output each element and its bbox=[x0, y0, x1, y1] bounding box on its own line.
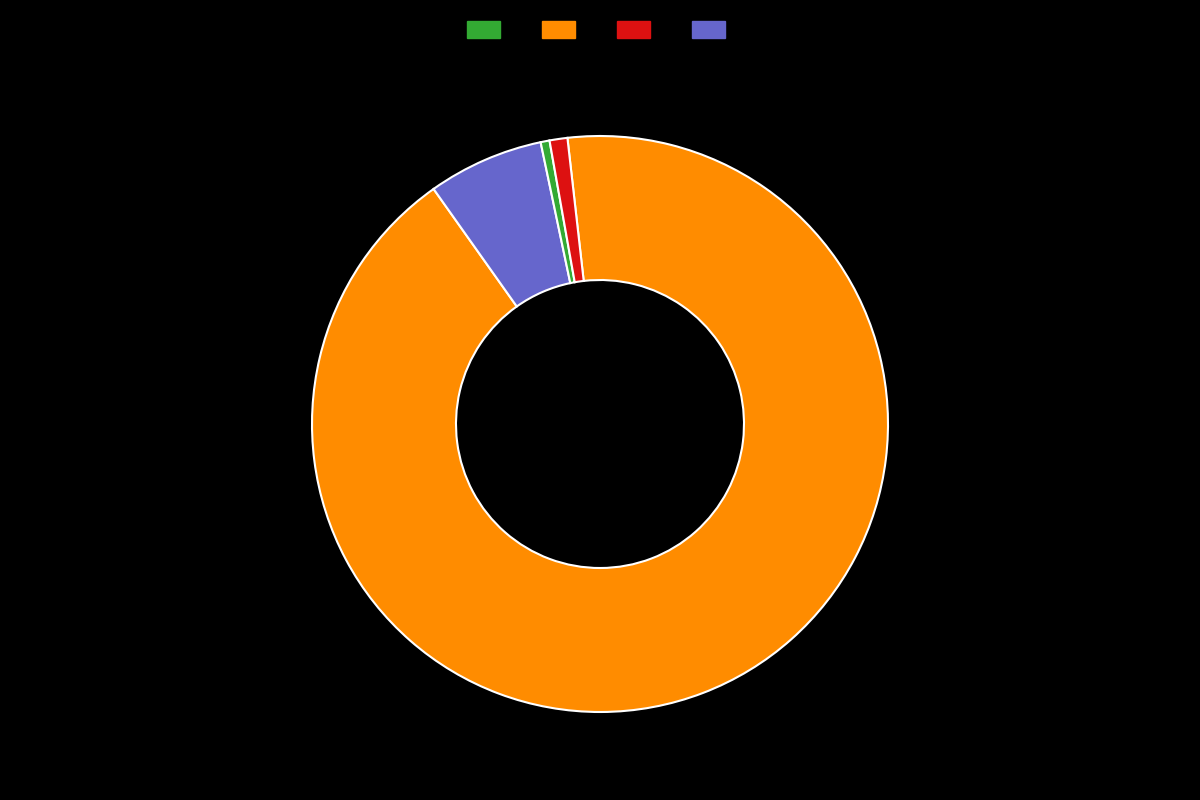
Legend: , , , : , , , bbox=[460, 14, 740, 46]
Wedge shape bbox=[541, 141, 575, 283]
Wedge shape bbox=[312, 136, 888, 712]
Wedge shape bbox=[433, 142, 570, 306]
Wedge shape bbox=[550, 138, 583, 282]
